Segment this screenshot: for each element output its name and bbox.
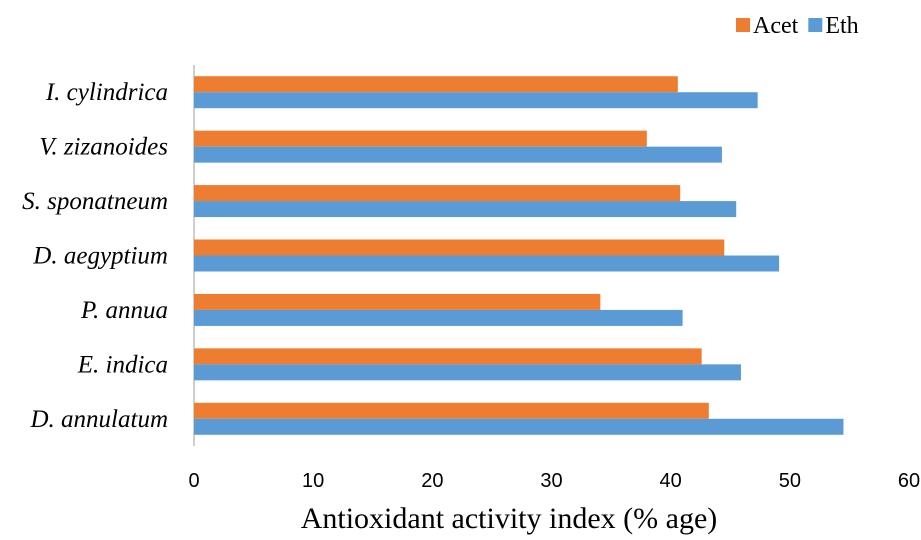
category-label: P. annua: [80, 297, 168, 324]
category-label: S. sponatneum: [22, 188, 168, 215]
x-tick-label: 10: [302, 470, 324, 492]
x-axis-title: Antioxidant activity index (% age): [301, 502, 718, 535]
bar-acet-0: [194, 76, 678, 93]
bar-acet-4: [194, 293, 601, 310]
x-tick-label: 40: [660, 470, 682, 492]
category-label: D. aegyptium: [32, 243, 168, 270]
bar-eth-1: [194, 146, 722, 163]
bar-eth-4: [194, 309, 683, 326]
bars: [194, 76, 844, 435]
category-label: E. indica: [77, 351, 168, 378]
legend-swatch-acet: [736, 18, 750, 32]
category-label: D. annulatum: [30, 406, 169, 433]
bar-eth-6: [194, 418, 844, 435]
category-label: I. cylindrica: [45, 79, 168, 106]
bar-eth-2: [194, 201, 737, 218]
x-tick-label: 60: [898, 470, 920, 492]
legend-label-eth: Eth: [825, 13, 858, 39]
bar-acet-2: [194, 185, 681, 202]
bar-acet-3: [194, 239, 725, 256]
bar-acet-6: [194, 402, 709, 419]
bar-eth-3: [194, 255, 780, 272]
bar-eth-5: [194, 364, 741, 381]
x-tick-labels: 0 10 20 30 40 50 60: [188, 470, 920, 492]
legend-swatch-eth: [808, 18, 823, 32]
legend: Acet Eth: [736, 13, 859, 39]
bar-acet-1: [194, 130, 647, 147]
x-tick-label: 50: [779, 470, 801, 492]
x-tick-label: 30: [540, 470, 562, 492]
x-tick-label: 20: [421, 470, 443, 492]
category-labels: I. cylindrica V. zizanoides S. sponatneum D…: [22, 79, 168, 433]
x-tick-label: 0: [188, 470, 199, 492]
legend-label-acet: Acet: [753, 13, 799, 39]
bar-eth-0: [194, 92, 758, 109]
bar-acet-5: [194, 348, 702, 365]
category-label: V. zizanoides: [39, 134, 168, 161]
